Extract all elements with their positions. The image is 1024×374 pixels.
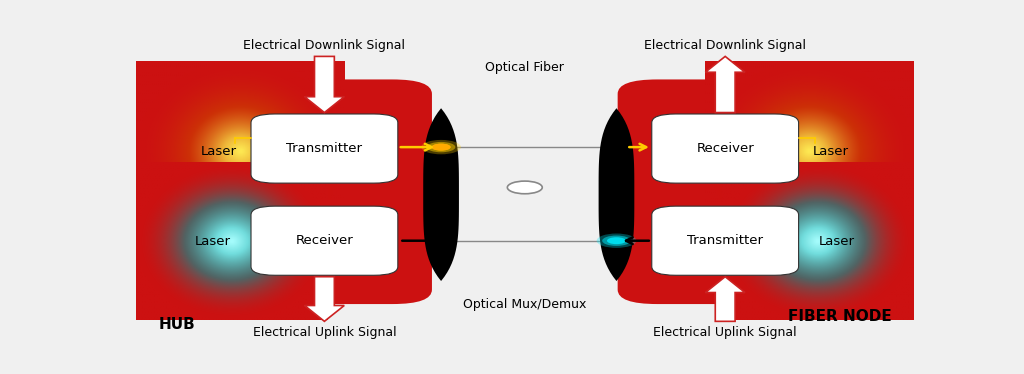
Text: Laser: Laser [195,234,231,248]
Circle shape [431,144,451,151]
Polygon shape [423,108,459,281]
Circle shape [597,233,636,248]
FancyBboxPatch shape [251,206,397,275]
Circle shape [602,236,631,246]
Text: Electrical Downlink Signal: Electrical Downlink Signal [644,39,806,52]
Text: FIBER NODE: FIBER NODE [787,309,892,324]
Circle shape [431,144,451,151]
FancyBboxPatch shape [652,114,799,183]
FancyBboxPatch shape [158,79,432,304]
Text: Electrical Uplink Signal: Electrical Uplink Signal [653,326,797,339]
Circle shape [507,181,543,194]
Text: Laser: Laser [813,145,849,158]
Text: HUB: HUB [158,317,195,332]
Text: Optical Fiber: Optical Fiber [485,61,564,74]
Polygon shape [706,56,745,113]
Text: Optical Mux/Demux: Optical Mux/Demux [463,298,587,310]
Text: Transmitter: Transmitter [287,142,362,155]
Polygon shape [304,56,344,113]
Polygon shape [304,277,344,321]
Circle shape [421,140,461,154]
Text: Receiver: Receiver [696,142,754,155]
Polygon shape [706,277,745,321]
Text: Receiver: Receiver [296,234,353,247]
Text: Laser: Laser [201,145,237,158]
Polygon shape [599,108,634,281]
Text: Transmitter: Transmitter [687,234,763,247]
Circle shape [427,142,456,152]
FancyBboxPatch shape [617,79,892,304]
FancyBboxPatch shape [251,114,397,183]
Circle shape [607,237,626,244]
Text: Electrical Uplink Signal: Electrical Uplink Signal [253,326,396,339]
Text: Electrical Downlink Signal: Electrical Downlink Signal [244,39,406,52]
Text: Laser: Laser [818,234,855,248]
FancyBboxPatch shape [652,206,799,275]
